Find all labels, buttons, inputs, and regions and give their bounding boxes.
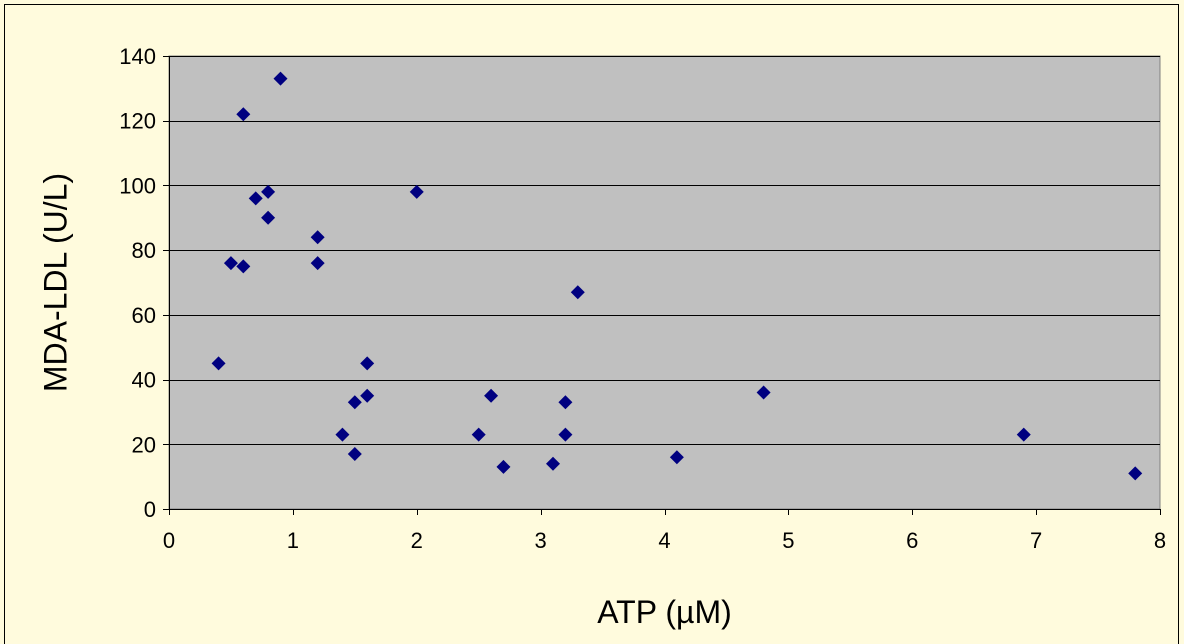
x-axis-title: ATP (µM) [597, 594, 732, 630]
x-tick-labels: 0 1 2 3 4 5 6 7 8 [163, 528, 1166, 553]
data-point [273, 71, 288, 86]
data-point [360, 356, 375, 371]
data-point [1016, 427, 1031, 442]
data-point [223, 256, 238, 271]
data-point [347, 446, 362, 461]
data-point [261, 210, 276, 225]
y-tick-labels: 0 20 40 60 80 100 120 140 [119, 44, 156, 522]
data-point [310, 256, 325, 271]
data-point [248, 191, 263, 206]
data-point [236, 259, 251, 274]
x-tick-label: 5 [782, 528, 794, 553]
data-point [211, 356, 226, 371]
x-tick-label: 0 [163, 528, 175, 553]
data-point [1128, 466, 1143, 481]
data-point [558, 427, 573, 442]
y-tick-label: 120 [119, 109, 156, 134]
y-tick-label: 140 [119, 44, 156, 69]
data-point [756, 385, 771, 400]
data-points [211, 71, 1143, 481]
y-tick-label: 80 [132, 238, 156, 263]
axes [163, 56, 1161, 515]
data-point [360, 388, 375, 403]
data-point [261, 184, 276, 199]
x-tick-label: 7 [1030, 528, 1042, 553]
y-tick-label: 0 [144, 497, 156, 522]
data-point [310, 230, 325, 245]
gridlines [169, 56, 1160, 445]
x-tick-label: 8 [1154, 528, 1166, 553]
data-point [570, 285, 585, 300]
data-point [558, 395, 573, 410]
data-point [335, 427, 350, 442]
data-point [409, 184, 424, 199]
data-point [347, 395, 362, 410]
data-point [236, 107, 251, 122]
y-tick-label: 40 [132, 368, 156, 393]
x-tick-label: 2 [411, 528, 423, 553]
x-tick-label: 1 [287, 528, 299, 553]
data-point [471, 427, 486, 442]
x-tick-label: 4 [658, 528, 670, 553]
data-point [496, 459, 511, 474]
y-axis-title: MDA-LDL (U/L) [37, 173, 73, 392]
y-tick-label: 20 [132, 432, 156, 457]
data-point [546, 456, 561, 471]
data-point [669, 450, 684, 465]
y-tick-label: 60 [132, 303, 156, 328]
x-tick-label: 6 [906, 528, 918, 553]
plot-area [168, 55, 1161, 510]
x-tick-label: 3 [535, 528, 547, 553]
data-point [484, 388, 499, 403]
y-tick-label: 100 [119, 173, 156, 198]
